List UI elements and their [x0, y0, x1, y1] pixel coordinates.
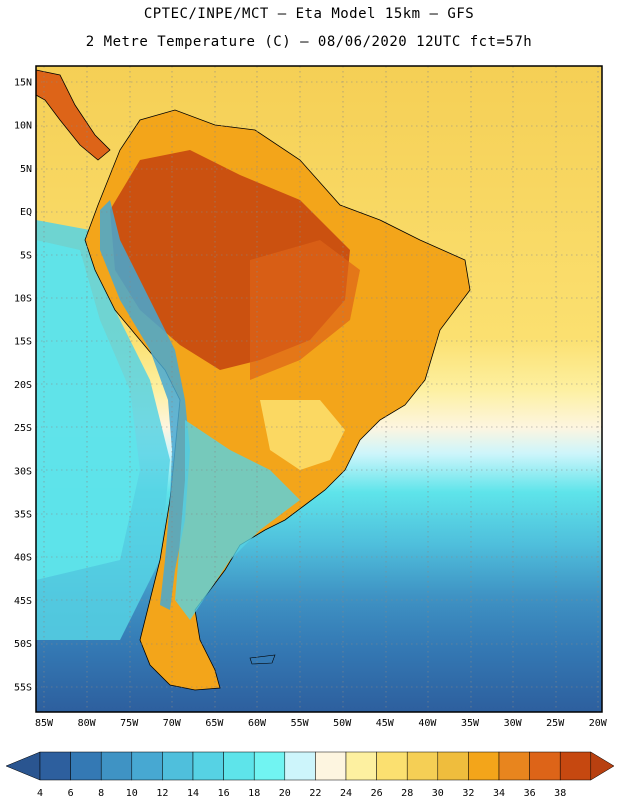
colorbar-label: 18: [248, 788, 260, 799]
lat-label: 10S: [14, 294, 32, 305]
colorbar-swatch: [559, 751, 592, 781]
lon-label: 80W: [78, 718, 97, 729]
colorbar-label: 14: [187, 788, 199, 799]
colorbar-swatch: [468, 751, 500, 781]
lon-label: 85W: [35, 718, 54, 729]
latitude-labels: 15N 10N 5N EQ 5S 10S 15S 20S 25S 30S 35S 40S 45S 50S 5…: [14, 78, 32, 694]
lat-label: 40S: [14, 553, 32, 564]
lat-label: 15N: [14, 78, 32, 89]
lon-label: 50W: [333, 718, 352, 729]
lon-label: 45W: [376, 718, 395, 729]
southern-brazil-warm: [260, 400, 345, 470]
colorbar-swatch: [284, 751, 316, 781]
colorbar-swatch: [131, 751, 163, 781]
colorbar-label: 8: [98, 788, 104, 799]
colorbar-swatch: [70, 751, 102, 781]
lat-label: 25S: [14, 423, 32, 434]
colorbar-swatch: [39, 751, 71, 781]
colorbar-label: 32: [462, 788, 474, 799]
colorbar-low-arrow: [5, 751, 41, 781]
colorbar: [5, 751, 615, 781]
temperature-field: [36, 66, 602, 712]
lat-label: 35S: [14, 510, 32, 521]
colorbar-label: 24: [340, 788, 352, 799]
colorbar-label: 12: [156, 788, 168, 799]
lon-label: 25W: [546, 718, 565, 729]
lat-label: 10N: [14, 121, 32, 132]
lat-label: 15S: [14, 337, 32, 348]
map-title-line-1: CPTEC/INPE/MCT – Eta Model 15km – GFS: [143, 6, 475, 22]
amazon-orange-ring: [250, 240, 360, 380]
colorbar-label: 30: [432, 788, 444, 799]
colorbar-swatch: [529, 751, 561, 781]
colorbar-label: 28: [401, 788, 413, 799]
lon-label: 35W: [461, 718, 480, 729]
lon-label: 75W: [120, 718, 139, 729]
colorbar-label: 36: [524, 788, 536, 799]
map-title-line-2: 2 Metre Temperature (C) – 08/06/2020 12U…: [85, 34, 533, 50]
lat-label: 5S: [20, 250, 32, 261]
map-frame: [35, 65, 603, 713]
colorbar-label: 26: [371, 788, 383, 799]
lon-label: 60W: [248, 718, 267, 729]
colorbar-label: 22: [309, 788, 321, 799]
colorbar-label: 20: [279, 788, 291, 799]
lat-label: 5N: [20, 164, 32, 175]
lat-label: 30S: [14, 466, 32, 477]
colorbar-label: 38: [554, 788, 566, 799]
colorbar-swatch: [345, 751, 377, 781]
colorbar-label: 16: [218, 788, 230, 799]
lat-label: 45S: [14, 596, 32, 607]
colorbar-label: 10: [126, 788, 138, 799]
colorbar-swatch: [498, 751, 530, 781]
lon-label: 30W: [504, 718, 523, 729]
lat-label: 20S: [14, 380, 32, 391]
colorbar-swatch: [376, 751, 408, 781]
falkland-islands: [249, 654, 276, 665]
colorbar-swatch: [100, 751, 133, 781]
andes-cool-strip: [100, 200, 190, 610]
lon-label: 70W: [163, 718, 182, 729]
lat-label: 50S: [14, 639, 32, 650]
colorbar-swatch: [437, 751, 469, 781]
lon-label: 20W: [589, 718, 608, 729]
colorbar-swatch: [223, 751, 255, 781]
colorbar-swatch: [192, 751, 224, 781]
pacific-coastal-zone: [36, 240, 140, 580]
longitude-labels: 85W 80W 75W 70W 65W 60W 55W 50W 45W 40W 35W 30W 25W 2…: [35, 718, 608, 729]
colorbar-swatch: [315, 751, 347, 781]
colorbar-swatch: [162, 751, 194, 781]
colorbar-swatch: [406, 751, 439, 781]
central-america-land: [36, 69, 111, 161]
colorbar-label: 4: [37, 788, 43, 799]
lon-label: 65W: [205, 718, 224, 729]
colorbar-label: 6: [68, 788, 74, 799]
lat-label: EQ: [20, 207, 32, 218]
colorbar-labels: 4 6 8 10 12 14 16 18 20 22 24 26 28 30 32 34 36 38: [37, 788, 566, 799]
colorbar-swatch: [253, 751, 286, 781]
lon-label: 40W: [418, 718, 437, 729]
lon-label: 55W: [291, 718, 310, 729]
lat-label: 55S: [14, 682, 32, 693]
colorbar-label: 34: [493, 788, 505, 799]
colorbar-high-arrow: [590, 751, 615, 781]
